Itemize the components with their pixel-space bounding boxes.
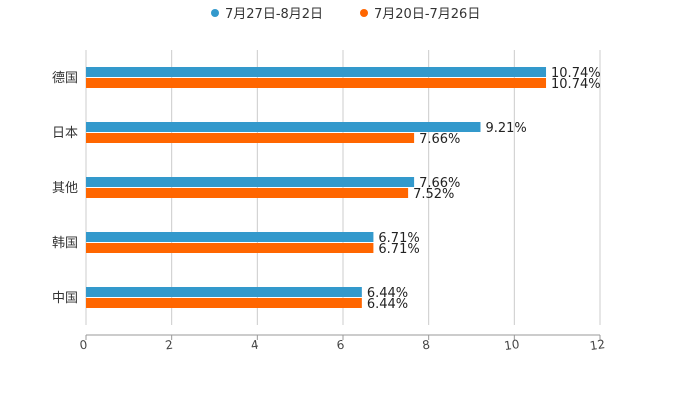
- data-label: 10.74%: [551, 77, 601, 92]
- bar-previous-week: [86, 188, 409, 198]
- data-label: 6.44%: [367, 297, 408, 312]
- data-label: 7.52%: [413, 187, 454, 202]
- category-label: 韩国: [52, 236, 78, 251]
- legend-marker: [211, 9, 219, 17]
- x-tick-label: 2: [164, 338, 174, 353]
- data-label: 9.21%: [485, 121, 526, 136]
- bar-previous-week: [86, 133, 415, 143]
- data-label: 7.66%: [419, 132, 460, 147]
- bar-previous-week: [86, 298, 362, 308]
- bar-current-week: [86, 177, 415, 187]
- data-label: 6.44%: [367, 286, 408, 301]
- x-tick-label: 8: [421, 338, 431, 353]
- data-label: 10.74%: [551, 66, 601, 81]
- x-tick-label: 6: [336, 338, 346, 353]
- bar-current-week: [86, 232, 374, 242]
- legend-marker: [360, 9, 368, 17]
- x-tick-label: 0: [79, 338, 89, 353]
- data-label: 6.71%: [378, 242, 419, 257]
- x-tick-label: 4: [250, 338, 260, 353]
- legend-label: 7月20日-7月26日: [374, 7, 480, 22]
- data-label: 7.66%: [419, 176, 460, 191]
- category-label: 德国: [52, 71, 78, 86]
- category-label: 其他: [52, 181, 78, 196]
- bar-previous-week: [86, 78, 547, 88]
- bar-current-week: [86, 287, 362, 297]
- category-label: 中国: [52, 291, 78, 306]
- x-tick-label: 12: [589, 337, 606, 353]
- x-tick-label: 10: [503, 337, 520, 353]
- category-label: 日本: [52, 126, 78, 141]
- bar-current-week: [86, 67, 547, 77]
- legend-label: 7月27日-8月2日: [225, 7, 323, 22]
- bar-current-week: [86, 122, 481, 132]
- bar-previous-week: [86, 243, 374, 253]
- data-label: 6.71%: [378, 231, 419, 246]
